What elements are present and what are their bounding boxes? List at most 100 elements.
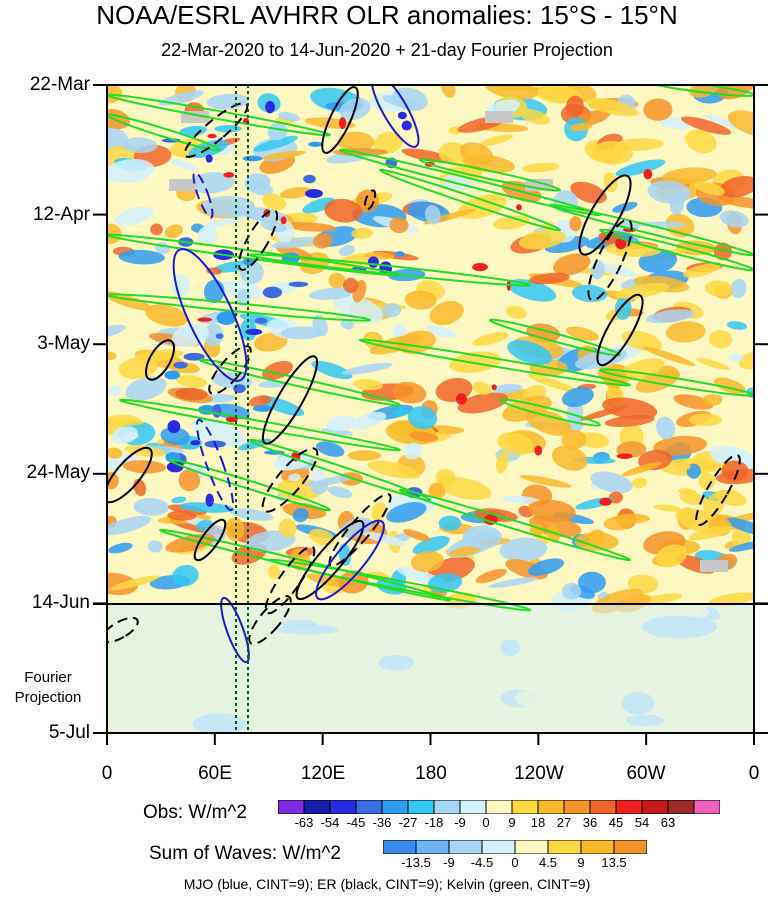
anomaly-patch: [455, 393, 468, 405]
anomaly-patch: [262, 286, 283, 299]
anomaly-patch: [107, 351, 117, 361]
anomaly-patch: [602, 397, 658, 420]
colorbar-swatch: [383, 840, 417, 854]
er-contour: [695, 454, 741, 526]
anomaly-patch: [227, 205, 274, 223]
er-contour: [264, 545, 316, 615]
anomaly-patch: [167, 420, 181, 434]
projection-label-line: Fourier: [24, 669, 72, 686]
anomaly-patch: [424, 204, 441, 225]
er-contour: [193, 518, 227, 562]
anomaly-patch: [271, 236, 325, 249]
anomaly-patch: [643, 98, 673, 121]
anomaly-patch: [553, 253, 591, 276]
anomaly-patch: [253, 332, 288, 352]
anomaly-patch: [569, 122, 593, 132]
anomaly-patch: [519, 475, 572, 488]
anomaly-patch: [647, 180, 691, 204]
er-contour: [107, 446, 153, 504]
anomaly-patch: [491, 384, 497, 391]
anomaly-patch: [675, 462, 691, 471]
anomaly-patch: [214, 125, 242, 133]
anomaly-patch: [499, 537, 548, 562]
anomaly-patch: [429, 482, 445, 496]
chart-subtitle: 22-Mar-2020 to 14-Jun-2020 + 21-day Four…: [161, 40, 613, 60]
anomaly-patch: [150, 223, 163, 236]
er-contour: [237, 209, 279, 271]
anomaly-patch: [133, 497, 170, 516]
anomaly-patch: [114, 206, 154, 226]
anomaly-patch: [392, 408, 409, 417]
anomaly-patch: [179, 502, 235, 513]
anomaly-patch: [728, 540, 754, 552]
anomaly-patch: [248, 395, 272, 407]
anomaly-patch: [109, 575, 160, 591]
anomaly-patch: [615, 159, 666, 177]
anomaly-patch: [719, 210, 749, 228]
anomaly-patch: [569, 216, 582, 232]
colorbar-swatch: [407, 800, 435, 814]
anomaly-patch: [175, 375, 207, 388]
anomaly-patch: [575, 348, 628, 370]
sum-of-waves-colorbar: [383, 840, 647, 854]
anomaly-patch: [472, 381, 491, 395]
anomaly-patch: [107, 572, 138, 596]
anomaly-patch: [528, 499, 576, 522]
anomaly-patch: [277, 111, 300, 122]
anomaly-patch: [254, 317, 268, 324]
anomaly-patch: [179, 125, 208, 137]
anomaly-patch: [585, 97, 639, 117]
anomaly-patch: [516, 204, 522, 211]
colorbar-level-label: 0: [482, 815, 490, 830]
anomaly-patch: [614, 296, 632, 320]
x-tick-label: 120W: [514, 763, 564, 784]
anomaly-patch: [356, 189, 379, 213]
anomaly-patch: [169, 159, 200, 171]
missing-data-patch: [700, 560, 728, 572]
anomaly-patch: [435, 468, 456, 487]
anomaly-patch: [311, 480, 329, 495]
anomaly-patch: [278, 518, 297, 538]
contour-legend-text: MJO (blue, CINT=9); ER (black, CINT=9); …: [183, 876, 591, 892]
anomaly-patch: [561, 582, 582, 600]
kelvin-contour: [107, 293, 372, 322]
anomaly-patch: [373, 131, 403, 154]
kelvin-contour: [398, 488, 632, 562]
colorbar-swatch: [415, 840, 450, 854]
anomaly-patch: [369, 334, 423, 355]
kelvin-contour: [338, 148, 602, 217]
anomaly-patch: [351, 411, 387, 430]
kelvin-contour: [378, 168, 562, 232]
colorbar-level-label: -13.5: [401, 855, 431, 870]
projection-area: [107, 604, 754, 733]
anomaly-patch: [506, 305, 527, 319]
kelvin-contour: [358, 338, 632, 387]
anomaly-patch: [311, 468, 325, 483]
anomaly-patch: [125, 376, 167, 401]
anomaly-patch: [107, 125, 129, 151]
colorbar-level-label: 9: [577, 855, 585, 870]
wave-contours: [107, 85, 754, 664]
anomaly-patch: [662, 167, 717, 184]
colorbar-level-label: 4.5: [538, 855, 558, 870]
chart-title: NOAA/ESRL AVHRR OLR anomalies: 15°S - 15…: [96, 0, 678, 30]
anomaly-patch: [337, 131, 375, 152]
anomaly-patch: [403, 529, 431, 542]
anomaly-patch: [409, 431, 439, 442]
anomaly-patch: [561, 429, 587, 450]
anomaly-patch: [242, 155, 263, 162]
anomaly-patch: [665, 321, 706, 343]
anomaly-patch: [590, 471, 633, 494]
anomaly-patch: [702, 394, 723, 406]
anomaly-patch: [107, 324, 126, 339]
anomaly-patch: [502, 395, 552, 422]
colorbar-level-label: 45: [608, 815, 624, 830]
mjo-contour: [220, 596, 250, 664]
anomaly-patch: [653, 435, 707, 456]
anomaly-patch: [338, 117, 347, 130]
anomaly-patch: [215, 333, 224, 339]
anomaly-patch: [719, 175, 754, 198]
anomaly-patch: [645, 309, 695, 324]
colorbar-swatch: [459, 800, 487, 814]
kelvin-contour: [268, 558, 532, 612]
